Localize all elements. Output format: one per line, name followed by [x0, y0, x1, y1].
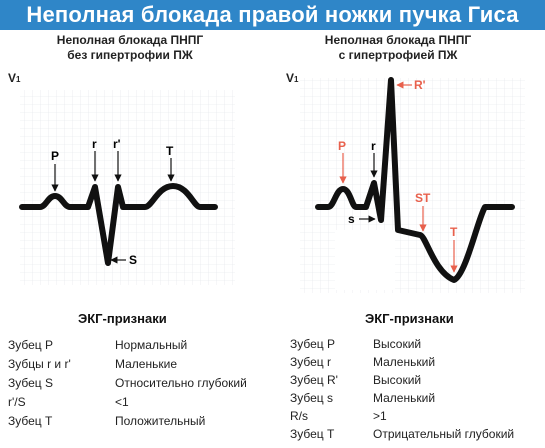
right-grid: [300, 78, 525, 293]
left-feature-name: Зубец T: [8, 414, 53, 428]
right-feature-value: Отрицательный глубокий: [373, 427, 515, 441]
left-section-title: ЭКГ-признаки: [78, 311, 167, 326]
left-label-r-prime: r': [113, 137, 121, 151]
right-lead-label: V1: [286, 71, 298, 85]
right-lead-index: 1: [294, 75, 299, 84]
right-feature-name: Зубец T: [290, 427, 335, 441]
left-lead-letter: V: [8, 71, 17, 85]
right-feature-value: Маленький: [373, 391, 436, 405]
left-feature-name: Зубцы r и r': [8, 357, 71, 371]
right-subtitle-line1: Неполная блокада ПНПГ: [324, 33, 472, 47]
right-subtitle-line2: с гипертрофией ПЖ: [338, 48, 458, 62]
right-feature-value: Высокий: [373, 337, 422, 351]
right-label-r: r: [371, 139, 376, 153]
right-lead-letter: V: [286, 71, 295, 85]
left-subtitle-line2: без гипертрофии ПЖ: [67, 48, 193, 62]
left-lead-label: V1: [8, 71, 20, 85]
left-feature-value: Нормальный: [115, 338, 188, 352]
left-ecg-trace: [19, 183, 218, 266]
left-label-p: P: [51, 149, 59, 163]
left-subtitle: Неполная блокада ПНПГ без гипертрофии ПЖ: [10, 33, 250, 63]
right-feature-name: Зубец r: [290, 355, 331, 369]
left-feature-value: <1: [115, 395, 129, 409]
right-label-t: T: [450, 225, 458, 239]
right-feature-name: Зубец R': [290, 373, 338, 387]
left-feature-value: Маленькие: [115, 357, 177, 371]
right-label-p: P: [338, 139, 346, 153]
left-feature-value: Относительно глубокий: [115, 376, 247, 390]
right-ecg-trace: [315, 77, 515, 283]
title-banner: [0, 0, 545, 30]
right-label-r-prime: R': [414, 78, 426, 92]
right-feature-value: Маленький: [373, 355, 436, 369]
right-label-s: s: [348, 212, 355, 226]
left-label-s: S: [129, 253, 137, 267]
right-feature-value: >1: [373, 409, 387, 423]
right-section-title: ЭКГ-признаки: [365, 311, 454, 326]
left-feature-name: Зубец S: [8, 376, 54, 390]
left-feature-name: Зубец P: [8, 338, 54, 352]
right-label-st: ST: [415, 191, 431, 205]
right-feature-name: Зубец s: [290, 391, 334, 405]
left-label-r: r: [92, 137, 97, 151]
page-title: Неполная блокада правой ножки пучка Гиса: [26, 2, 519, 27]
left-feature-name: r'/S: [8, 395, 26, 409]
left-grid: [20, 90, 235, 285]
right-feature-name: R/s: [290, 409, 308, 423]
right-grid-notch: [335, 230, 395, 290]
right-subtitle: Неполная блокада ПНПГ с гипертрофией ПЖ: [278, 33, 518, 63]
left-feature-value: Положительный: [115, 414, 206, 428]
ecg-diagrams: P r r' T S P r R' s ST T: [19, 77, 525, 293]
left-lead-index: 1: [16, 75, 21, 84]
right-feature-value: Высокий: [373, 373, 422, 387]
left-subtitle-line1: Неполная блокада ПНПГ: [56, 33, 204, 47]
left-label-t: T: [166, 144, 174, 158]
right-feature-name: Зубец P: [290, 337, 336, 351]
